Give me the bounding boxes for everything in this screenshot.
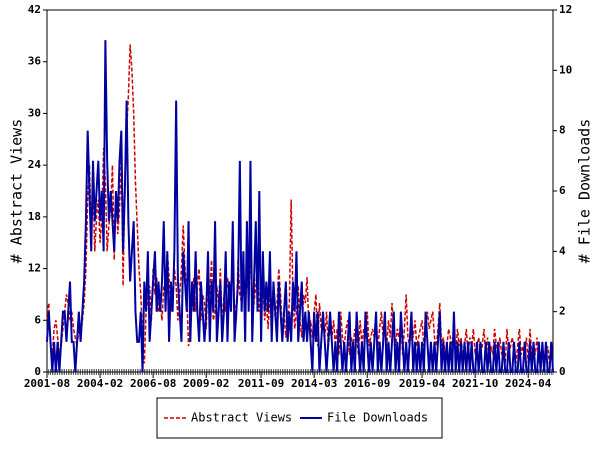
y2-tick-label: 0 [559,365,566,378]
y-tick-label: 0 [34,365,41,378]
y-tick-label: 6 [34,313,41,326]
x-tick-label: 2014-03 [291,377,337,390]
y2-tick-label: 8 [559,124,566,137]
x-tick-label: 2006-08 [130,377,176,390]
y2-tick-label: 2 [559,305,566,318]
y-tick-label: 18 [28,210,41,223]
x-tick-label: 2021-10 [452,377,498,390]
x-tick-label: 2011-09 [238,377,284,390]
x-tick-label: 2016-09 [344,377,390,390]
x-tick-label: 2019-04 [399,377,446,390]
x-tick-label: 2009-02 [183,377,229,390]
y-axis-label: # Abstract Views [8,119,26,264]
y-tick-label: 30 [28,106,41,119]
y2-tick-label: 12 [559,3,572,16]
y2-tick-label: 4 [559,244,566,257]
y2-tick-label: 6 [559,184,566,197]
y-tick-label: 12 [28,262,41,275]
y2-tick-label: 10 [559,63,572,76]
legend-box [156,397,443,439]
y-tick-label: 42 [28,3,41,16]
y2-axis-label: # File Downloads [576,119,594,264]
series-line [46,40,554,373]
x-tick-label: 2004-02 [77,377,123,390]
y-tick-label: 36 [28,55,42,68]
legend-label: File Downloads [327,411,428,425]
legend-label: Abstract Views [191,411,292,425]
y-tick-label: 24 [28,158,42,171]
x-tick-label: 2001-08 [24,377,70,390]
x-tick-label: 2024-04 [505,377,552,390]
